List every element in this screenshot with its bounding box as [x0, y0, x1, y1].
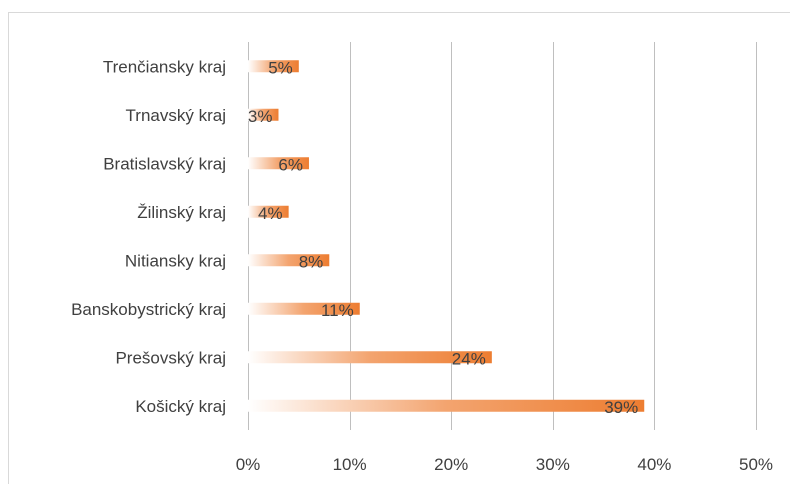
x-tick-labels: 0% 10% 20% 30% 40% 50%: [236, 455, 773, 474]
x-tick-label: 0%: [236, 455, 261, 474]
bar: [248, 60, 299, 73]
gridlines: [248, 42, 757, 430]
category-label: Banskobystrický kraj: [71, 300, 226, 319]
category-label: Trnavský kraj: [126, 106, 226, 125]
data-labels: 5% 3% 6% 4% 8% 11% 24% 39%: [248, 58, 638, 417]
bar: [248, 351, 492, 364]
data-label: 11%: [321, 301, 354, 320]
bars: [248, 60, 645, 412]
bar: [248, 254, 330, 267]
category-label: Bratislavský kraj: [103, 154, 226, 173]
category-label: Žilinský kraj: [137, 203, 226, 222]
x-tick-label: 40%: [637, 455, 671, 474]
category-label: Trenčiansky kraj: [103, 57, 226, 76]
bar: [248, 399, 645, 412]
bar: [248, 205, 289, 218]
category-label: Nitiansky kraj: [125, 251, 226, 270]
data-label: 39%: [604, 398, 638, 417]
category-label: Prešovský kraj: [115, 348, 226, 367]
category-labels: Trenčiansky kraj Trnavský kraj Bratislavsk…: [71, 57, 226, 416]
bar: [248, 302, 360, 315]
data-label: 3%: [248, 107, 273, 126]
category-label: Košický kraj: [135, 397, 226, 416]
data-label: 8%: [299, 252, 324, 271]
x-tick-label: 10%: [333, 455, 367, 474]
x-tick-label: 30%: [536, 455, 570, 474]
x-tick-label: 20%: [434, 455, 468, 474]
bar: [248, 108, 279, 121]
chart-frame: [8, 12, 790, 484]
data-label: 4%: [258, 204, 283, 223]
x-tick-label: 50%: [739, 455, 773, 474]
data-label: 5%: [268, 58, 293, 77]
bar: [248, 157, 309, 170]
data-label: 24%: [452, 349, 486, 368]
data-label: 6%: [278, 155, 303, 174]
